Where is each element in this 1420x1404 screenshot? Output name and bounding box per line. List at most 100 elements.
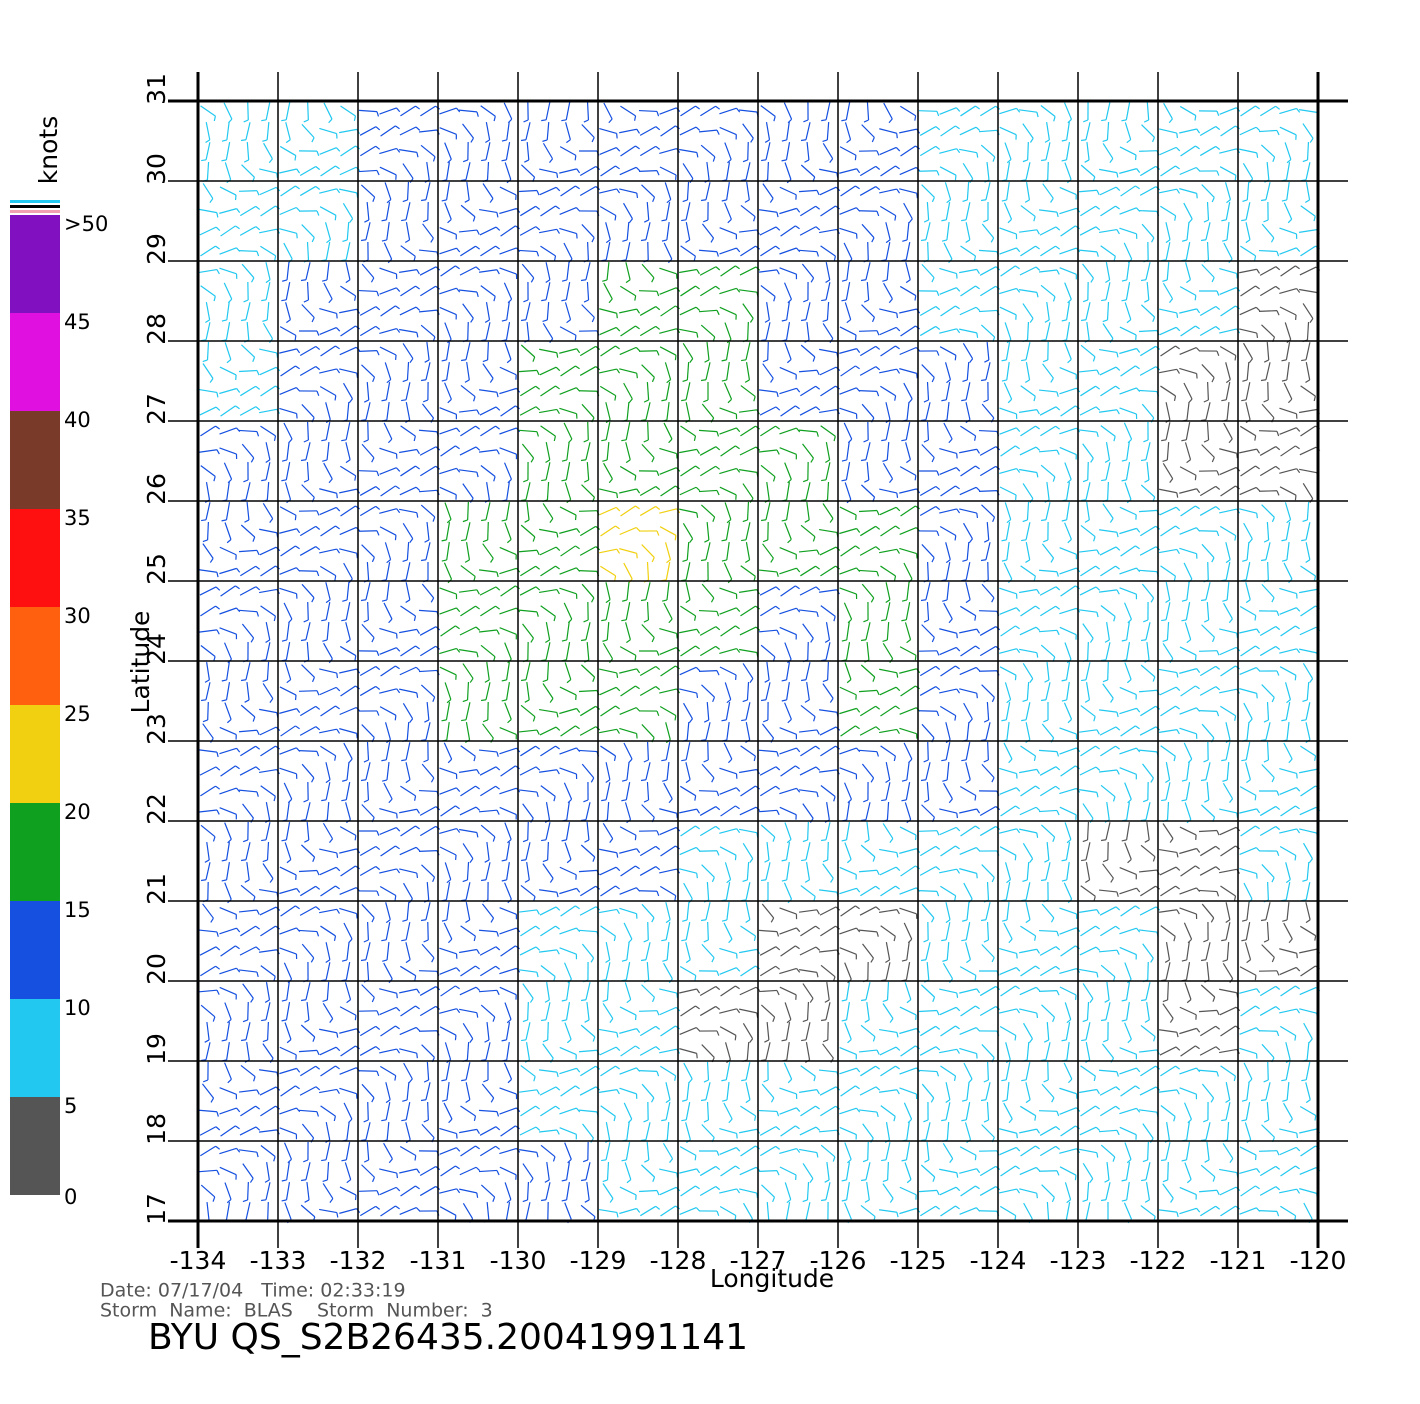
wind-barb: [523, 480, 528, 482]
wind-vector: [886, 602, 890, 620]
wind-vector: [300, 547, 316, 556]
wind-barb: [1217, 892, 1219, 897]
wind-vector: [427, 522, 429, 540]
wind-vector: [1180, 528, 1197, 535]
wind-barb: [1182, 780, 1187, 781]
wind-vector: [346, 802, 351, 819]
wind-vector: [601, 926, 616, 936]
wind-barb: [337, 909, 340, 913]
wind-vector: [748, 502, 749, 520]
wind-vector: [619, 369, 636, 373]
wind-barb: [496, 767, 500, 770]
wind-vector: [447, 722, 449, 740]
wind-barb: [525, 700, 529, 702]
wind-vector: [200, 966, 215, 976]
wind-vector: [1239, 449, 1257, 453]
wind-barb: [977, 153, 978, 158]
wind-barb: [977, 333, 978, 338]
wind-barb: [795, 406, 799, 409]
wind-vector: [341, 326, 356, 336]
wind-vector: [1240, 487, 1257, 494]
wind-barb: [754, 756, 755, 761]
wind-barb: [461, 540, 466, 541]
wind-barb: [1203, 940, 1208, 942]
wind-barb: [222, 320, 227, 321]
wind-barb: [1216, 326, 1220, 329]
wind-vector: [781, 406, 796, 416]
wind-vector: [427, 342, 429, 360]
wind-vector: [1040, 426, 1055, 436]
wind-vector: [1121, 546, 1136, 556]
wind-barb: [975, 796, 976, 801]
wind-vector: [320, 328, 337, 335]
wind-vector: [880, 706, 895, 716]
wind-vector: [1006, 862, 1011, 879]
wind-barb: [876, 886, 880, 889]
wind-barb: [1216, 867, 1220, 870]
wind-barb: [750, 318, 753, 322]
wind-vector: [1180, 168, 1197, 175]
wind-vector: [1247, 362, 1249, 380]
wind-vector: [787, 482, 790, 500]
wind-vector: [1006, 522, 1009, 540]
wind-barb: [235, 406, 239, 409]
wind-vector: [860, 727, 876, 736]
wind-barb: [274, 436, 275, 441]
wind-barb: [361, 600, 366, 601]
wind-vector: [927, 602, 928, 620]
wind-vector: [340, 167, 356, 175]
wind-vector: [1262, 404, 1274, 417]
wind-vector: [601, 526, 616, 536]
wind-vector: [840, 388, 857, 394]
wind-barb: [1096, 767, 1100, 770]
wind-vector: [300, 706, 315, 715]
wind-vector: [680, 286, 695, 296]
wind-vector: [326, 782, 330, 800]
wind-vector: [779, 788, 796, 793]
wind-vector: [619, 728, 636, 733]
wind-vector: [763, 364, 774, 379]
wind-vector: [626, 442, 631, 459]
wind-vector: [866, 622, 870, 640]
wind-vector: [599, 669, 617, 673]
wind-vector: [420, 826, 435, 835]
wind-vector: [667, 222, 669, 240]
wind-vector: [547, 802, 550, 820]
wind-barb: [977, 693, 978, 698]
wind-barb: [1143, 800, 1148, 802]
wind-vector: [1140, 187, 1156, 196]
wind-vector: [579, 870, 597, 871]
wind-barb: [842, 840, 847, 841]
wind-barb: [1117, 410, 1119, 414]
wind-vector: [721, 446, 736, 456]
wind-vector: [1120, 408, 1137, 414]
wind-barb: [549, 159, 552, 163]
wind-vector: [1163, 643, 1173, 658]
wind-barb: [342, 780, 347, 781]
wind-barb: [381, 940, 386, 941]
wind-barb: [1096, 566, 1100, 569]
wind-vector: [582, 124, 594, 137]
wind-barb: [346, 640, 350, 643]
wind-vector: [727, 362, 730, 380]
wind-vector: [781, 226, 796, 236]
wind-vector: [1140, 166, 1155, 175]
wind-vector: [247, 322, 249, 340]
wind-vector: [344, 383, 353, 399]
wind-vector: [1167, 942, 1170, 960]
wind-vector: [947, 222, 949, 240]
wind-vector: [468, 502, 469, 520]
wind-vector: [321, 166, 336, 176]
wind-vector: [221, 586, 236, 596]
wind-vector: [240, 926, 255, 936]
wind-vector: [1106, 102, 1110, 120]
wind-vector: [1147, 282, 1149, 300]
wind-barb: [992, 598, 994, 602]
wind-vector: [565, 482, 570, 499]
wind-vector: [787, 322, 790, 340]
wind-vector: [560, 507, 576, 515]
wind-vector: [761, 645, 775, 657]
wind-vector: [420, 447, 436, 455]
wind-barb: [262, 320, 267, 321]
wind-vector: [1220, 467, 1237, 474]
